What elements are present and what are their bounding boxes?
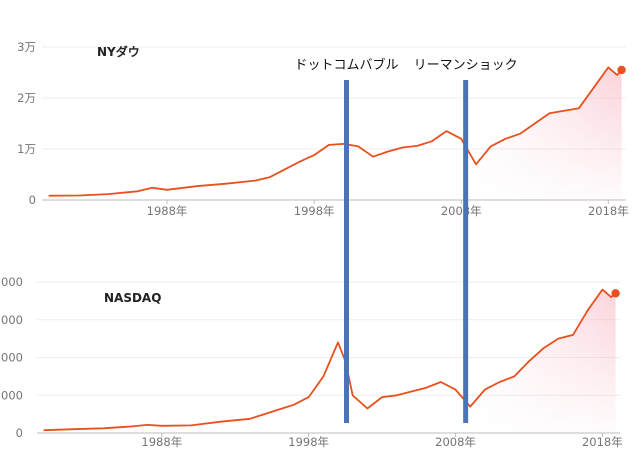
data-point xyxy=(43,429,45,431)
data-point xyxy=(328,144,330,146)
y-tick-label: 3万 xyxy=(17,40,36,54)
series-line xyxy=(43,288,617,432)
x-tick-label: 1988年 xyxy=(147,204,188,218)
y-tick-label: 6,000 xyxy=(0,313,23,327)
data-point xyxy=(610,296,612,298)
data-point xyxy=(313,154,315,156)
data-point xyxy=(601,288,603,291)
data-point xyxy=(308,396,310,398)
data-point xyxy=(563,110,565,112)
data-point xyxy=(372,156,374,158)
data-point xyxy=(293,404,295,406)
data-point xyxy=(151,187,153,189)
data-point xyxy=(102,427,104,429)
y-tick-label: 4,000 xyxy=(0,351,23,365)
data-point xyxy=(578,107,580,109)
y-tick-label: 1万 xyxy=(17,142,36,156)
data-point xyxy=(161,425,163,427)
data-point xyxy=(513,375,515,377)
data-point xyxy=(460,138,462,140)
data-point xyxy=(425,387,427,389)
data-point xyxy=(219,421,222,423)
x-tick-label: 2018年 xyxy=(582,435,623,449)
event-marker-bar xyxy=(463,80,469,423)
data-point xyxy=(352,394,354,396)
y-tick-label: 0 xyxy=(16,426,23,440)
data-point xyxy=(387,150,389,153)
series-area-fill xyxy=(49,67,622,201)
current-value-dot[interactable] xyxy=(617,65,626,75)
data-point xyxy=(548,112,551,114)
data-point xyxy=(498,381,501,383)
data-point xyxy=(475,163,477,165)
data-point xyxy=(572,334,574,336)
x-tick-label: 1988年 xyxy=(141,435,182,449)
x-tick-label: 2018年 xyxy=(588,204,629,218)
x-tick-label: 1998年 xyxy=(288,435,329,449)
data-point xyxy=(190,424,192,427)
data-point xyxy=(107,193,109,195)
data-point xyxy=(557,338,559,340)
x-tick-label: 2008年 xyxy=(435,435,476,449)
data-point xyxy=(490,145,492,148)
data-point xyxy=(616,74,618,76)
data-point xyxy=(357,145,359,148)
x-tick-label: 2008年 xyxy=(441,204,482,218)
data-point xyxy=(48,195,50,197)
data-point xyxy=(284,168,286,170)
data-point xyxy=(431,140,433,142)
data-point xyxy=(337,341,339,343)
data-point xyxy=(78,194,80,197)
x-tick-label: 1998年 xyxy=(294,204,335,218)
dow-chart-panel: 0 1万 2万 3万 1988年 1998年 2008年 2018年 NYダウ xyxy=(17,40,629,218)
data-point xyxy=(166,189,168,191)
y-tick-label: 2,000 xyxy=(0,388,23,402)
data-point xyxy=(146,424,148,426)
data-point xyxy=(543,347,545,349)
event-label: ドットコムバブル xyxy=(294,57,398,73)
data-point xyxy=(137,190,139,192)
data-point xyxy=(410,390,413,393)
data-point xyxy=(366,407,369,410)
series-name-label: NASDAQ xyxy=(104,291,161,305)
data-point xyxy=(504,138,506,140)
data-point xyxy=(249,418,251,420)
data-point xyxy=(298,161,301,163)
data-point xyxy=(440,381,442,383)
data-point xyxy=(401,146,404,149)
data-point xyxy=(342,143,345,145)
data-point xyxy=(264,413,266,415)
data-point xyxy=(587,309,589,311)
y-tick-label: 2万 xyxy=(17,91,36,105)
data-point xyxy=(322,375,324,377)
data-point xyxy=(73,428,75,430)
event-marker-bar xyxy=(344,80,350,423)
data-point xyxy=(278,408,280,411)
y-tick-label: 0 xyxy=(29,193,36,207)
data-point xyxy=(254,180,256,182)
y-tick-label: 8,000 xyxy=(0,275,23,289)
data-point xyxy=(454,388,457,391)
nasdaq-chart-panel: 0 2,000 4,000 6,000 8,000 1988年 1998年 2008年 2018… xyxy=(0,275,623,449)
data-point xyxy=(519,133,521,135)
data-point xyxy=(416,145,418,147)
current-value-dot[interactable] xyxy=(611,289,620,298)
data-point xyxy=(381,396,383,398)
data-point xyxy=(131,425,134,427)
data-point xyxy=(269,176,271,178)
series-name-label: NYダウ xyxy=(97,44,140,59)
event-label: リーマンショック xyxy=(414,58,518,73)
data-point xyxy=(484,388,486,391)
data-point xyxy=(396,394,398,396)
data-point xyxy=(607,66,609,68)
data-point xyxy=(225,183,227,185)
data-point xyxy=(534,122,536,125)
data-point xyxy=(469,405,471,408)
data-point xyxy=(445,130,448,132)
data-point xyxy=(195,185,198,187)
event-markers: ドットコムバブル リーマンショック xyxy=(294,57,518,423)
data-point xyxy=(528,360,530,362)
data-point xyxy=(593,87,595,89)
